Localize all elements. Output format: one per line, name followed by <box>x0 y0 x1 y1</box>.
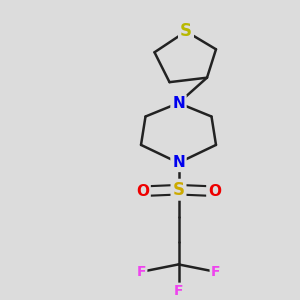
Text: O: O <box>208 184 221 199</box>
Text: F: F <box>174 284 183 298</box>
Text: N: N <box>172 155 185 170</box>
Text: S: S <box>180 22 192 40</box>
Text: F: F <box>136 265 146 279</box>
Text: N: N <box>172 96 185 111</box>
Text: S: S <box>172 181 184 199</box>
Text: O: O <box>136 184 149 199</box>
Text: F: F <box>211 265 221 279</box>
